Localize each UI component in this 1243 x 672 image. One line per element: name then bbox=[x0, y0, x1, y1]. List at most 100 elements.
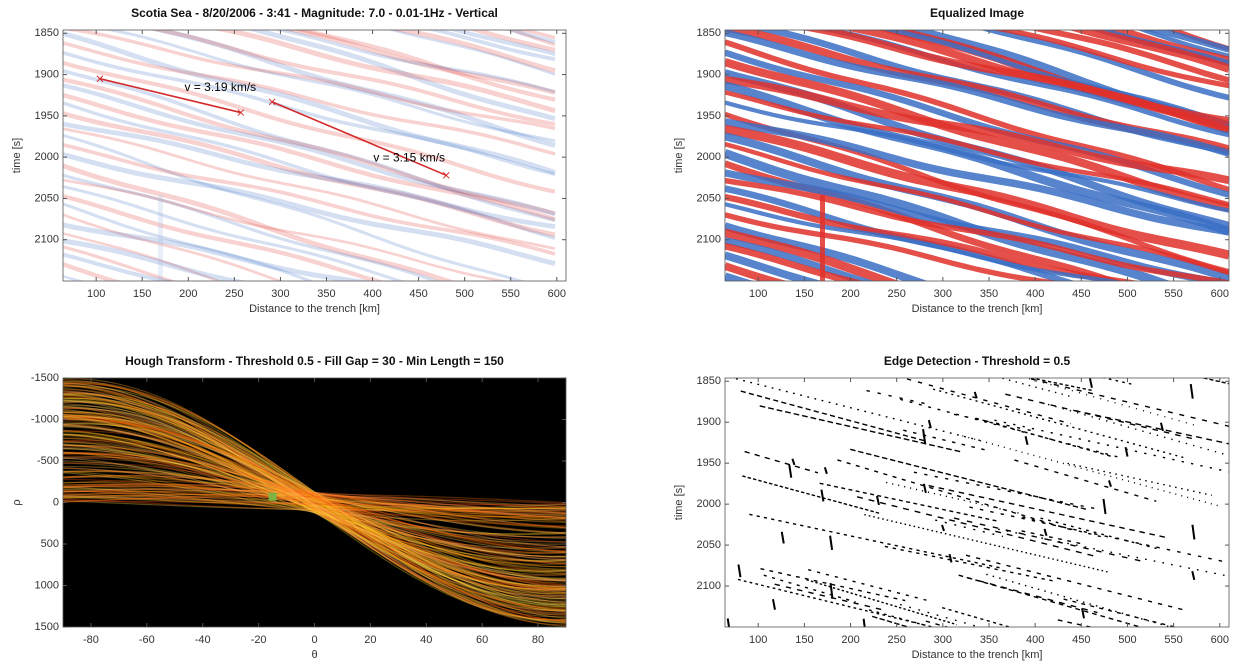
image-stripe bbox=[725, 177, 1229, 281]
image-curve bbox=[63, 421, 566, 584]
image-curve bbox=[63, 410, 566, 595]
x-tick-label: 250 bbox=[888, 634, 906, 646]
image-stripe bbox=[63, 41, 556, 156]
y-axis-label: time [s] bbox=[11, 138, 23, 173]
x-tick-label: 600 bbox=[1211, 634, 1229, 646]
image-curve bbox=[63, 444, 566, 561]
chart-title: Scotia Sea - 8/20/2006 - 3:41 - Magnitud… bbox=[131, 6, 498, 20]
edge-segment bbox=[1067, 462, 1212, 496]
image-curve bbox=[63, 416, 566, 588]
image-curve bbox=[63, 490, 566, 515]
image-curve bbox=[63, 475, 566, 529]
image-bg bbox=[63, 30, 566, 281]
edge-segment bbox=[808, 569, 927, 601]
image-curve bbox=[63, 494, 566, 509]
x-axis-label: Distance to the trench [km] bbox=[912, 649, 1043, 661]
edge-segment bbox=[780, 531, 785, 544]
x-tick-label: 600 bbox=[1211, 288, 1229, 300]
image-curve bbox=[63, 417, 566, 588]
image-curve bbox=[63, 483, 566, 521]
image-curve bbox=[63, 423, 566, 582]
image-curve bbox=[63, 490, 566, 515]
edge-segment bbox=[884, 545, 1055, 582]
edge-segment bbox=[1024, 436, 1029, 446]
panel bbox=[725, 30, 1229, 281]
image-curve bbox=[63, 493, 566, 512]
image-stripe bbox=[272, 30, 556, 94]
image-curve bbox=[63, 496, 566, 510]
edge-segment bbox=[740, 390, 926, 442]
image-curve bbox=[63, 400, 566, 605]
image-curve bbox=[63, 472, 566, 535]
image-curve bbox=[63, 418, 566, 587]
image-streak bbox=[158, 195, 163, 281]
image-curve bbox=[63, 485, 566, 520]
image-stripe bbox=[212, 30, 556, 114]
image-curve bbox=[63, 485, 566, 518]
edge-segment bbox=[726, 618, 730, 627]
image-curve bbox=[63, 399, 566, 606]
image-curve bbox=[63, 452, 566, 553]
image-stripe bbox=[63, 30, 556, 131]
image-curve bbox=[63, 419, 566, 586]
image-curve bbox=[63, 391, 566, 614]
image-curve bbox=[63, 495, 566, 505]
edge-segment bbox=[1081, 608, 1086, 619]
x-tick-label: 450 bbox=[409, 288, 427, 300]
image-curve bbox=[63, 485, 566, 519]
image-curve bbox=[63, 437, 566, 568]
image-curve bbox=[63, 414, 566, 591]
edge-segment bbox=[868, 609, 935, 627]
image-curve bbox=[63, 424, 566, 581]
panel bbox=[63, 378, 566, 627]
edge-segment bbox=[1005, 393, 1195, 440]
image-curve bbox=[63, 447, 566, 558]
image-stripe bbox=[448, 30, 556, 57]
image-stripe bbox=[725, 228, 900, 281]
image-curve bbox=[63, 384, 566, 621]
endpoint bbox=[268, 98, 276, 106]
panel bbox=[63, 30, 566, 281]
y-tick-label: -500 bbox=[37, 455, 59, 467]
image-stripe bbox=[63, 31, 556, 175]
image-curve bbox=[63, 424, 566, 581]
image-stripe bbox=[725, 30, 1229, 157]
image-curve bbox=[63, 456, 566, 548]
edge-segment bbox=[965, 554, 1187, 612]
edge-segment bbox=[1043, 528, 1048, 537]
image-curve bbox=[63, 493, 566, 512]
edge-segment bbox=[823, 467, 828, 475]
x-tick-label: 350 bbox=[317, 288, 335, 300]
image-curve bbox=[63, 460, 566, 545]
image-stripe bbox=[426, 30, 556, 62]
plot-frame bbox=[724, 29, 1230, 282]
y-tick-label: 2100 bbox=[697, 234, 721, 246]
image-curve bbox=[63, 476, 566, 528]
x-tick-label: 500 bbox=[1118, 288, 1136, 300]
x-tick-label: 500 bbox=[455, 288, 473, 300]
image-stripe bbox=[104, 30, 556, 143]
image-stripe bbox=[149, 30, 556, 148]
image-curve bbox=[63, 444, 566, 562]
image-curve bbox=[63, 381, 566, 624]
image-curve bbox=[63, 478, 566, 527]
image-curve bbox=[63, 414, 566, 591]
image-curve bbox=[63, 484, 566, 519]
image-curve bbox=[63, 401, 566, 603]
y-axis-label: time [s] bbox=[673, 485, 685, 520]
image-stripe bbox=[63, 77, 556, 216]
image-curve bbox=[63, 422, 566, 582]
edge-segment bbox=[1063, 598, 1178, 627]
image-stripe bbox=[1030, 30, 1229, 84]
x-tick-label: 150 bbox=[133, 288, 151, 300]
image-curve bbox=[63, 495, 566, 510]
image-curve bbox=[63, 435, 566, 570]
y-tick-label: -1000 bbox=[31, 413, 59, 425]
image-stripe bbox=[63, 92, 556, 222]
edge-segment bbox=[886, 481, 1023, 515]
image-stripe bbox=[63, 185, 405, 281]
x-tick-label: 550 bbox=[1164, 634, 1182, 646]
image-curve bbox=[63, 414, 566, 591]
x-tick-label: 80 bbox=[532, 634, 544, 646]
